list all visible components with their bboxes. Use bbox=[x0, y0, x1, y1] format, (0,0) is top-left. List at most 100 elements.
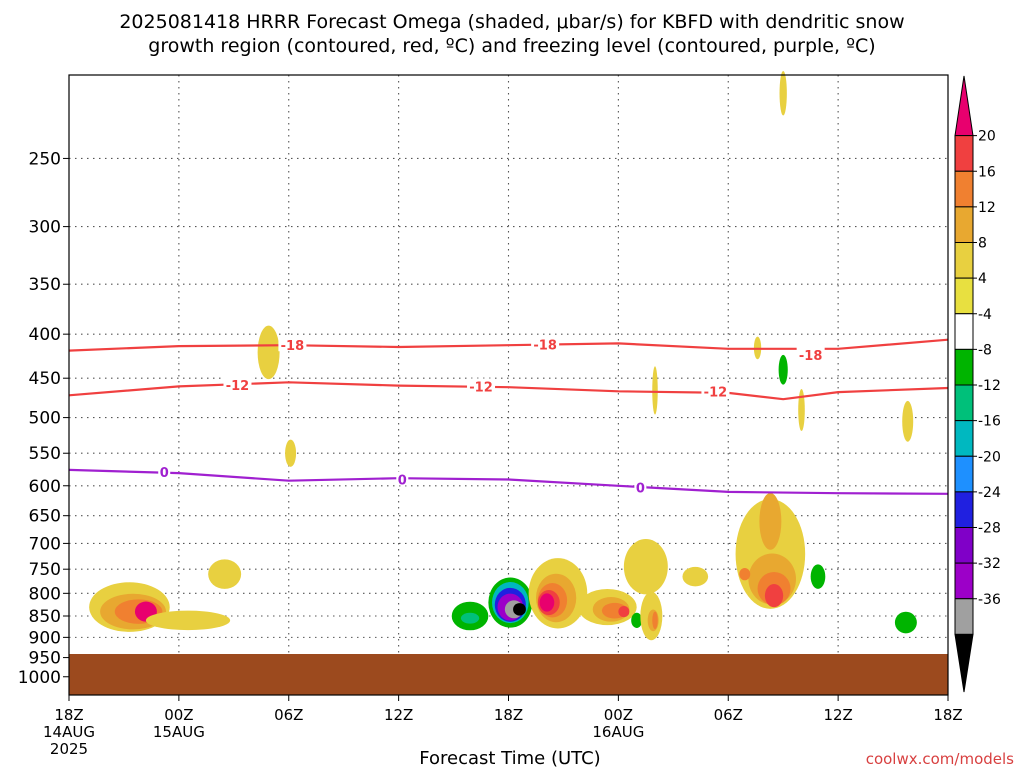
y-axis: 2503003504004505005506006507007508008509… bbox=[18, 149, 69, 688]
credit-link[interactable]: coolwx.com/models bbox=[866, 750, 1014, 768]
colorbar-label: 12 bbox=[978, 200, 996, 216]
y-tick-label: 650 bbox=[29, 507, 61, 527]
colorbar: 20 16 12 8 4 -4 -8 -12 -16 -20 -24 -28 -32 -36 bbox=[954, 75, 1001, 693]
omega-cell bbox=[682, 566, 709, 587]
colorbar-label: 4 bbox=[978, 271, 987, 287]
omega-cell bbox=[779, 70, 787, 116]
colorbar-label: -24 bbox=[978, 485, 1001, 501]
omega-cell bbox=[764, 584, 784, 608]
contour-label-bg bbox=[396, 471, 409, 486]
omega-cell bbox=[778, 354, 788, 385]
contour-label-bg bbox=[701, 383, 730, 398]
x-tick-label: 06Z bbox=[274, 706, 303, 724]
contour-label-bg bbox=[796, 347, 825, 362]
colorbar-segment bbox=[954, 313, 974, 350]
y-tick-label: 850 bbox=[29, 607, 61, 627]
colorbar-label: -4 bbox=[978, 307, 992, 323]
colorbar-label: 20 bbox=[978, 129, 996, 145]
colorbar-segment bbox=[954, 420, 974, 457]
contour-label: -12 bbox=[704, 385, 728, 400]
y-tick-label: 500 bbox=[29, 409, 61, 429]
x-tick-label: 18Z bbox=[933, 706, 962, 724]
contour-label-bg bbox=[634, 479, 647, 494]
x-tick-date: 15AUG bbox=[153, 723, 205, 741]
colorbar-label: 16 bbox=[978, 164, 996, 180]
contour-label: -18 bbox=[281, 339, 305, 354]
y-tick-label: 750 bbox=[29, 560, 61, 580]
omega-cell bbox=[460, 612, 480, 624]
x-tick-label: 06Z bbox=[714, 706, 743, 724]
omega-cell bbox=[902, 400, 914, 442]
title-line-2: growth region (contoured, red, ºC) and f… bbox=[148, 35, 875, 57]
y-tick-label: 950 bbox=[29, 649, 61, 669]
colorbar-segment bbox=[954, 206, 974, 243]
colorbar-bottom-arrow bbox=[954, 633, 974, 693]
y-tick-label: 250 bbox=[29, 149, 61, 169]
y-tick-label: 800 bbox=[29, 584, 61, 604]
colorbar-segment bbox=[954, 491, 974, 528]
y-tick-label: 450 bbox=[29, 369, 61, 389]
omega-cell bbox=[631, 612, 643, 628]
title-line-1: 2025081418 HRRR Forecast Omega (shaded, … bbox=[119, 11, 904, 33]
y-tick-label: 400 bbox=[29, 325, 61, 345]
colorbar-segment bbox=[954, 455, 974, 493]
x-tick-label: 00Z bbox=[164, 706, 193, 724]
colorbar-label: -16 bbox=[978, 414, 1001, 430]
omega-cell bbox=[798, 389, 805, 432]
y-tick-label: 700 bbox=[29, 534, 61, 554]
y-tick-label: 1000 bbox=[18, 668, 61, 688]
omega-cell bbox=[623, 539, 668, 595]
ground-fill bbox=[69, 654, 948, 695]
y-tick-label: 550 bbox=[29, 444, 61, 464]
colorbar-label: -12 bbox=[978, 378, 1001, 394]
omega-cell bbox=[208, 559, 242, 589]
colorbar-segment bbox=[954, 562, 974, 600]
colorbar-label: 8 bbox=[978, 236, 987, 252]
contour-label: -18 bbox=[799, 349, 823, 364]
omega-cell bbox=[539, 593, 555, 612]
colorbar-segment bbox=[954, 598, 974, 635]
contour-label: 0 bbox=[636, 482, 645, 497]
contour-label: -18 bbox=[533, 338, 557, 353]
colorbar-label: -28 bbox=[978, 521, 1001, 537]
omega-cell bbox=[652, 366, 658, 415]
colorbar-label: -32 bbox=[978, 556, 1001, 572]
colorbar-segment bbox=[954, 527, 974, 564]
colorbar-label: -20 bbox=[978, 449, 1001, 465]
omega-cell bbox=[618, 606, 630, 618]
contour-layer: -18 -18 -18 -12 -12 -12 0 0 0 bbox=[68, 336, 949, 497]
contour-label-bg bbox=[531, 336, 560, 351]
contour-line bbox=[68, 381, 949, 401]
contour-label: -12 bbox=[469, 380, 493, 395]
omega-cell bbox=[257, 325, 280, 380]
x-tick-label: 18Z bbox=[494, 706, 523, 724]
omega-shading-layer bbox=[89, 70, 917, 641]
omega-cell bbox=[145, 610, 231, 631]
omega-cell bbox=[285, 439, 297, 467]
contour-label-bg bbox=[467, 378, 496, 393]
contour-label-bg bbox=[158, 463, 171, 478]
x-tick-label: 12Z bbox=[384, 706, 413, 724]
contour-label: -12 bbox=[226, 379, 250, 394]
colorbar-segment bbox=[954, 384, 974, 422]
omega-cell bbox=[894, 611, 917, 634]
x-axis-title: Forecast Time (UTC) bbox=[419, 748, 600, 768]
colorbar-label: -36 bbox=[978, 592, 1001, 608]
x-tick-year: 2025 bbox=[50, 740, 88, 758]
colorbar-segment bbox=[954, 242, 974, 279]
contour-line bbox=[68, 468, 949, 495]
contour-label-bg bbox=[278, 337, 307, 352]
x-tick-label: 12Z bbox=[823, 706, 852, 724]
y-tick-label: 350 bbox=[29, 275, 61, 295]
omega-cell bbox=[739, 567, 751, 581]
y-tick-label: 900 bbox=[29, 628, 61, 648]
x-tick-label: 00Z bbox=[604, 706, 633, 724]
x-tick-label: 18Z bbox=[54, 706, 83, 724]
y-tick-label: 300 bbox=[29, 218, 61, 238]
contour-label-bg bbox=[223, 376, 252, 391]
omega-cell bbox=[810, 564, 826, 589]
colorbar-segment bbox=[954, 135, 974, 172]
x-tick-date: 16AUG bbox=[592, 723, 644, 741]
